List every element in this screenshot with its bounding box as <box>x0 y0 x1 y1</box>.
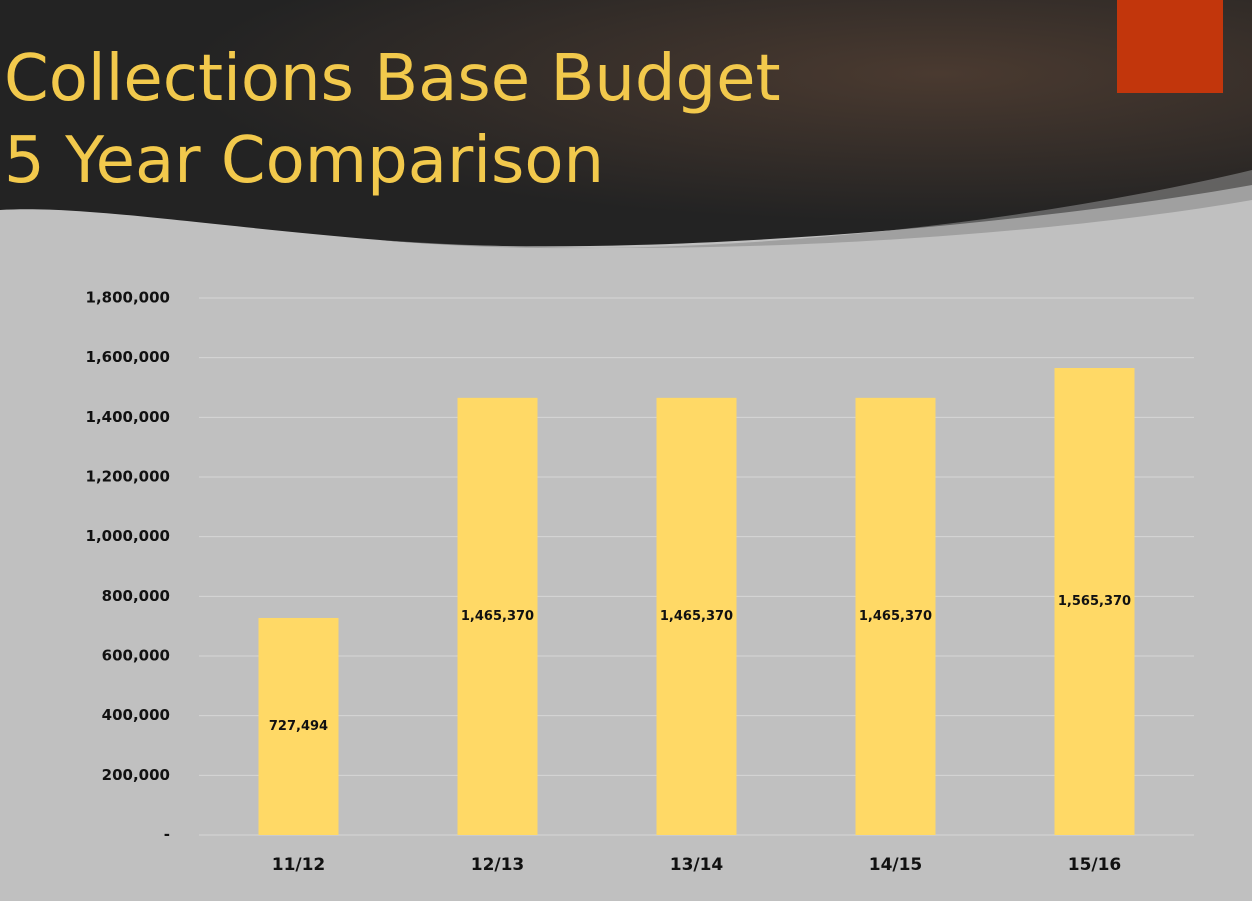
y-tick-label: 1,800,000 <box>86 289 170 307</box>
bar <box>457 397 538 835</box>
y-tick-label: 1,200,000 <box>86 468 170 486</box>
chart-title: Collections Base Budget 5 Year Compariso… <box>4 42 781 198</box>
x-tick-label: 11/12 <box>272 855 326 875</box>
y-tick-label: 400,000 <box>102 706 170 724</box>
data-label: 1,465,370 <box>660 609 733 624</box>
y-tick-label: 800,000 <box>102 587 170 605</box>
header-swoosh <box>380 170 1252 249</box>
data-label: 1,565,370 <box>1058 594 1131 609</box>
y-tick-label: 200,000 <box>102 766 170 784</box>
x-tick-label: 15/16 <box>1068 855 1122 875</box>
x-tick-label: 14/15 <box>869 855 923 875</box>
accent-square <box>1117 0 1223 93</box>
y-tick-label: 1,600,000 <box>86 348 170 366</box>
data-label: 1,465,370 <box>461 609 534 624</box>
bar <box>656 397 737 835</box>
y-tick-label: - <box>164 826 170 844</box>
header-band <box>0 0 1252 247</box>
x-tick-label: 12/13 <box>471 855 525 875</box>
bar <box>855 397 936 835</box>
bar <box>258 617 339 835</box>
y-tick-label: 1,400,000 <box>86 408 170 426</box>
y-tick-label: 600,000 <box>102 647 170 665</box>
bar <box>1054 367 1135 835</box>
y-tick-label: 1,000,000 <box>86 527 170 545</box>
data-label: 1,465,370 <box>859 609 932 624</box>
data-label: 727,494 <box>269 719 328 734</box>
x-tick-label: 13/14 <box>670 855 724 875</box>
